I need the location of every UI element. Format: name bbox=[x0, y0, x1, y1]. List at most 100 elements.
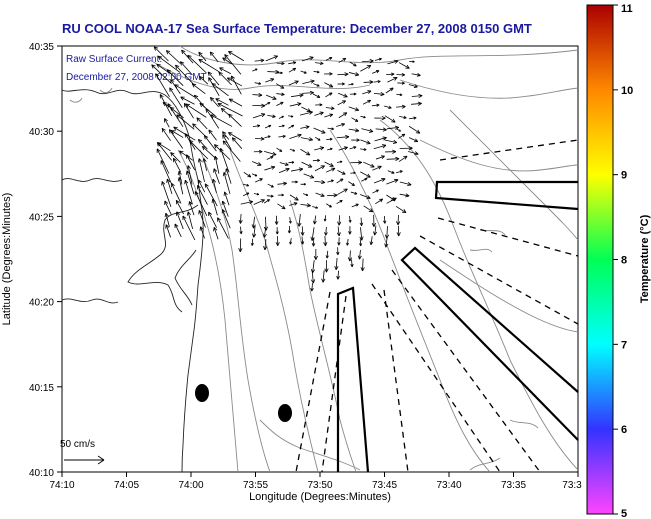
current-vector bbox=[182, 215, 196, 241]
current-vector bbox=[312, 93, 321, 98]
current-vector bbox=[254, 58, 265, 63]
current-vector bbox=[276, 101, 284, 107]
current-vector bbox=[310, 227, 315, 241]
current-vector bbox=[265, 94, 277, 100]
current-vector bbox=[243, 171, 252, 178]
current-vector bbox=[373, 91, 385, 97]
current-vector bbox=[197, 158, 205, 183]
current-vector bbox=[242, 192, 250, 197]
current-vector bbox=[219, 148, 230, 173]
current-vector bbox=[326, 203, 332, 208]
current-vector bbox=[348, 226, 352, 235]
current-vector bbox=[153, 46, 169, 62]
current-vector bbox=[315, 192, 325, 198]
current-vector bbox=[289, 133, 302, 139]
current-vector bbox=[347, 250, 353, 262]
current-vector bbox=[337, 237, 341, 246]
current-time: December 27, 2008 02:00 GMT bbox=[66, 72, 207, 83]
y-tick-label: 40:35 bbox=[29, 42, 54, 53]
current-vector bbox=[267, 114, 276, 118]
current-vector bbox=[337, 215, 342, 226]
current-vector bbox=[396, 128, 401, 132]
current-vector bbox=[324, 113, 334, 118]
current-vector bbox=[360, 171, 371, 178]
current-vector bbox=[252, 92, 263, 98]
current-vector bbox=[223, 191, 230, 206]
current-vector bbox=[186, 165, 193, 185]
current-vector bbox=[314, 180, 326, 185]
current-vector bbox=[301, 56, 314, 62]
current-vector bbox=[199, 76, 209, 85]
current-vector bbox=[337, 169, 346, 175]
current-vector bbox=[156, 148, 170, 174]
current-vector bbox=[321, 270, 326, 283]
current-vector bbox=[374, 136, 387, 142]
current-vector bbox=[387, 77, 398, 83]
current-vector bbox=[217, 217, 229, 239]
current-vector bbox=[297, 214, 302, 227]
current-vector bbox=[337, 100, 346, 106]
current-vector bbox=[179, 150, 194, 161]
x-tick-label: 74:05 bbox=[114, 480, 139, 491]
x-tick-label: 73:50 bbox=[307, 480, 332, 491]
current-vector bbox=[228, 113, 242, 127]
current-vector bbox=[325, 106, 335, 111]
current-vector bbox=[228, 50, 245, 62]
current-vector bbox=[277, 193, 284, 197]
current-vector bbox=[252, 103, 266, 108]
current-vector bbox=[207, 71, 220, 86]
current-vector bbox=[398, 155, 408, 162]
current-vector bbox=[361, 59, 374, 64]
colorbar-tick-label: 9 bbox=[621, 170, 627, 182]
current-vector bbox=[338, 146, 348, 151]
current-vector bbox=[288, 124, 295, 129]
current-vector bbox=[224, 54, 242, 75]
current-vector bbox=[371, 103, 380, 107]
current-vector bbox=[360, 139, 371, 145]
x-tick-label: 73:45 bbox=[372, 480, 397, 491]
current-vector bbox=[348, 215, 352, 223]
current-vector bbox=[242, 183, 250, 187]
current-vector bbox=[254, 82, 262, 85]
current-vector bbox=[336, 199, 343, 205]
current-vector bbox=[210, 114, 233, 127]
current-vector bbox=[238, 238, 243, 252]
x-axis-label: Longitude (Degrees:Minutes) bbox=[249, 491, 391, 503]
current-vector bbox=[264, 135, 271, 139]
current-vector bbox=[310, 283, 314, 292]
current-vector bbox=[386, 72, 395, 76]
x-tick-label: 74:00 bbox=[178, 480, 203, 491]
current-vector bbox=[324, 82, 334, 88]
current-vector bbox=[300, 137, 313, 142]
current-vector bbox=[196, 117, 208, 130]
current-vector bbox=[300, 125, 310, 130]
current-vector bbox=[167, 103, 184, 128]
current-vector bbox=[301, 161, 313, 168]
current-vector bbox=[359, 227, 364, 241]
current-vector bbox=[275, 83, 285, 89]
current-vector bbox=[199, 226, 205, 239]
current-vector bbox=[276, 147, 283, 152]
current-vector bbox=[161, 127, 171, 141]
y-tick-label: 40:25 bbox=[29, 212, 54, 223]
current-vector bbox=[287, 226, 291, 234]
current-vector bbox=[362, 90, 372, 95]
current-vector bbox=[357, 249, 362, 260]
current-vector bbox=[399, 181, 412, 187]
x-tick-label: 73:55 bbox=[243, 480, 268, 491]
current-vector bbox=[290, 167, 304, 172]
current-vector bbox=[289, 194, 299, 201]
current-vector bbox=[217, 102, 243, 117]
current-vector bbox=[185, 103, 207, 118]
current-vector bbox=[253, 149, 263, 154]
x-tick-label: 73:40 bbox=[436, 480, 461, 491]
current-vector bbox=[277, 71, 283, 75]
current-vector bbox=[263, 239, 268, 251]
current-vector bbox=[314, 165, 325, 172]
current-vector bbox=[396, 104, 406, 109]
current-vector bbox=[313, 70, 320, 74]
current-vector bbox=[173, 126, 196, 141]
surface-current-vectors bbox=[151, 46, 423, 292]
current-vector bbox=[288, 217, 292, 224]
current-vector bbox=[288, 67, 297, 73]
